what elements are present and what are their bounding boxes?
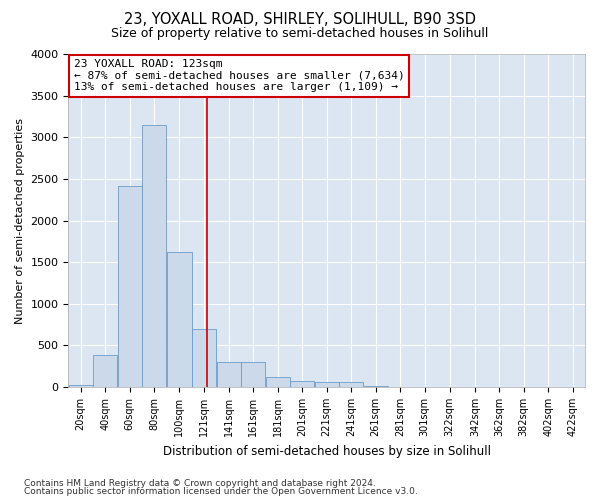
Bar: [241, 362, 265, 387]
Bar: [217, 362, 241, 387]
Text: Contains public sector information licensed under the Open Government Licence v3: Contains public sector information licen…: [24, 487, 418, 496]
Text: Contains HM Land Registry data © Crown copyright and database right 2024.: Contains HM Land Registry data © Crown c…: [24, 478, 376, 488]
Text: Size of property relative to semi-detached houses in Solihull: Size of property relative to semi-detach…: [112, 28, 488, 40]
Bar: [364, 386, 388, 387]
X-axis label: Distribution of semi-detached houses by size in Solihull: Distribution of semi-detached houses by …: [163, 444, 491, 458]
Bar: [167, 252, 192, 387]
Bar: [93, 354, 117, 387]
Bar: [142, 125, 166, 387]
Bar: [266, 377, 290, 387]
Bar: [290, 381, 314, 387]
Text: 23, YOXALL ROAD, SHIRLEY, SOLIHULL, B90 3SD: 23, YOXALL ROAD, SHIRLEY, SOLIHULL, B90 …: [124, 12, 476, 28]
Bar: [118, 186, 142, 387]
Bar: [339, 382, 363, 387]
Bar: [315, 382, 338, 387]
Bar: [68, 386, 92, 387]
Text: 23 YOXALL ROAD: 123sqm
← 87% of semi-detached houses are smaller (7,634)
13% of : 23 YOXALL ROAD: 123sqm ← 87% of semi-det…: [74, 59, 404, 92]
Bar: [192, 329, 216, 387]
Y-axis label: Number of semi-detached properties: Number of semi-detached properties: [15, 118, 25, 324]
